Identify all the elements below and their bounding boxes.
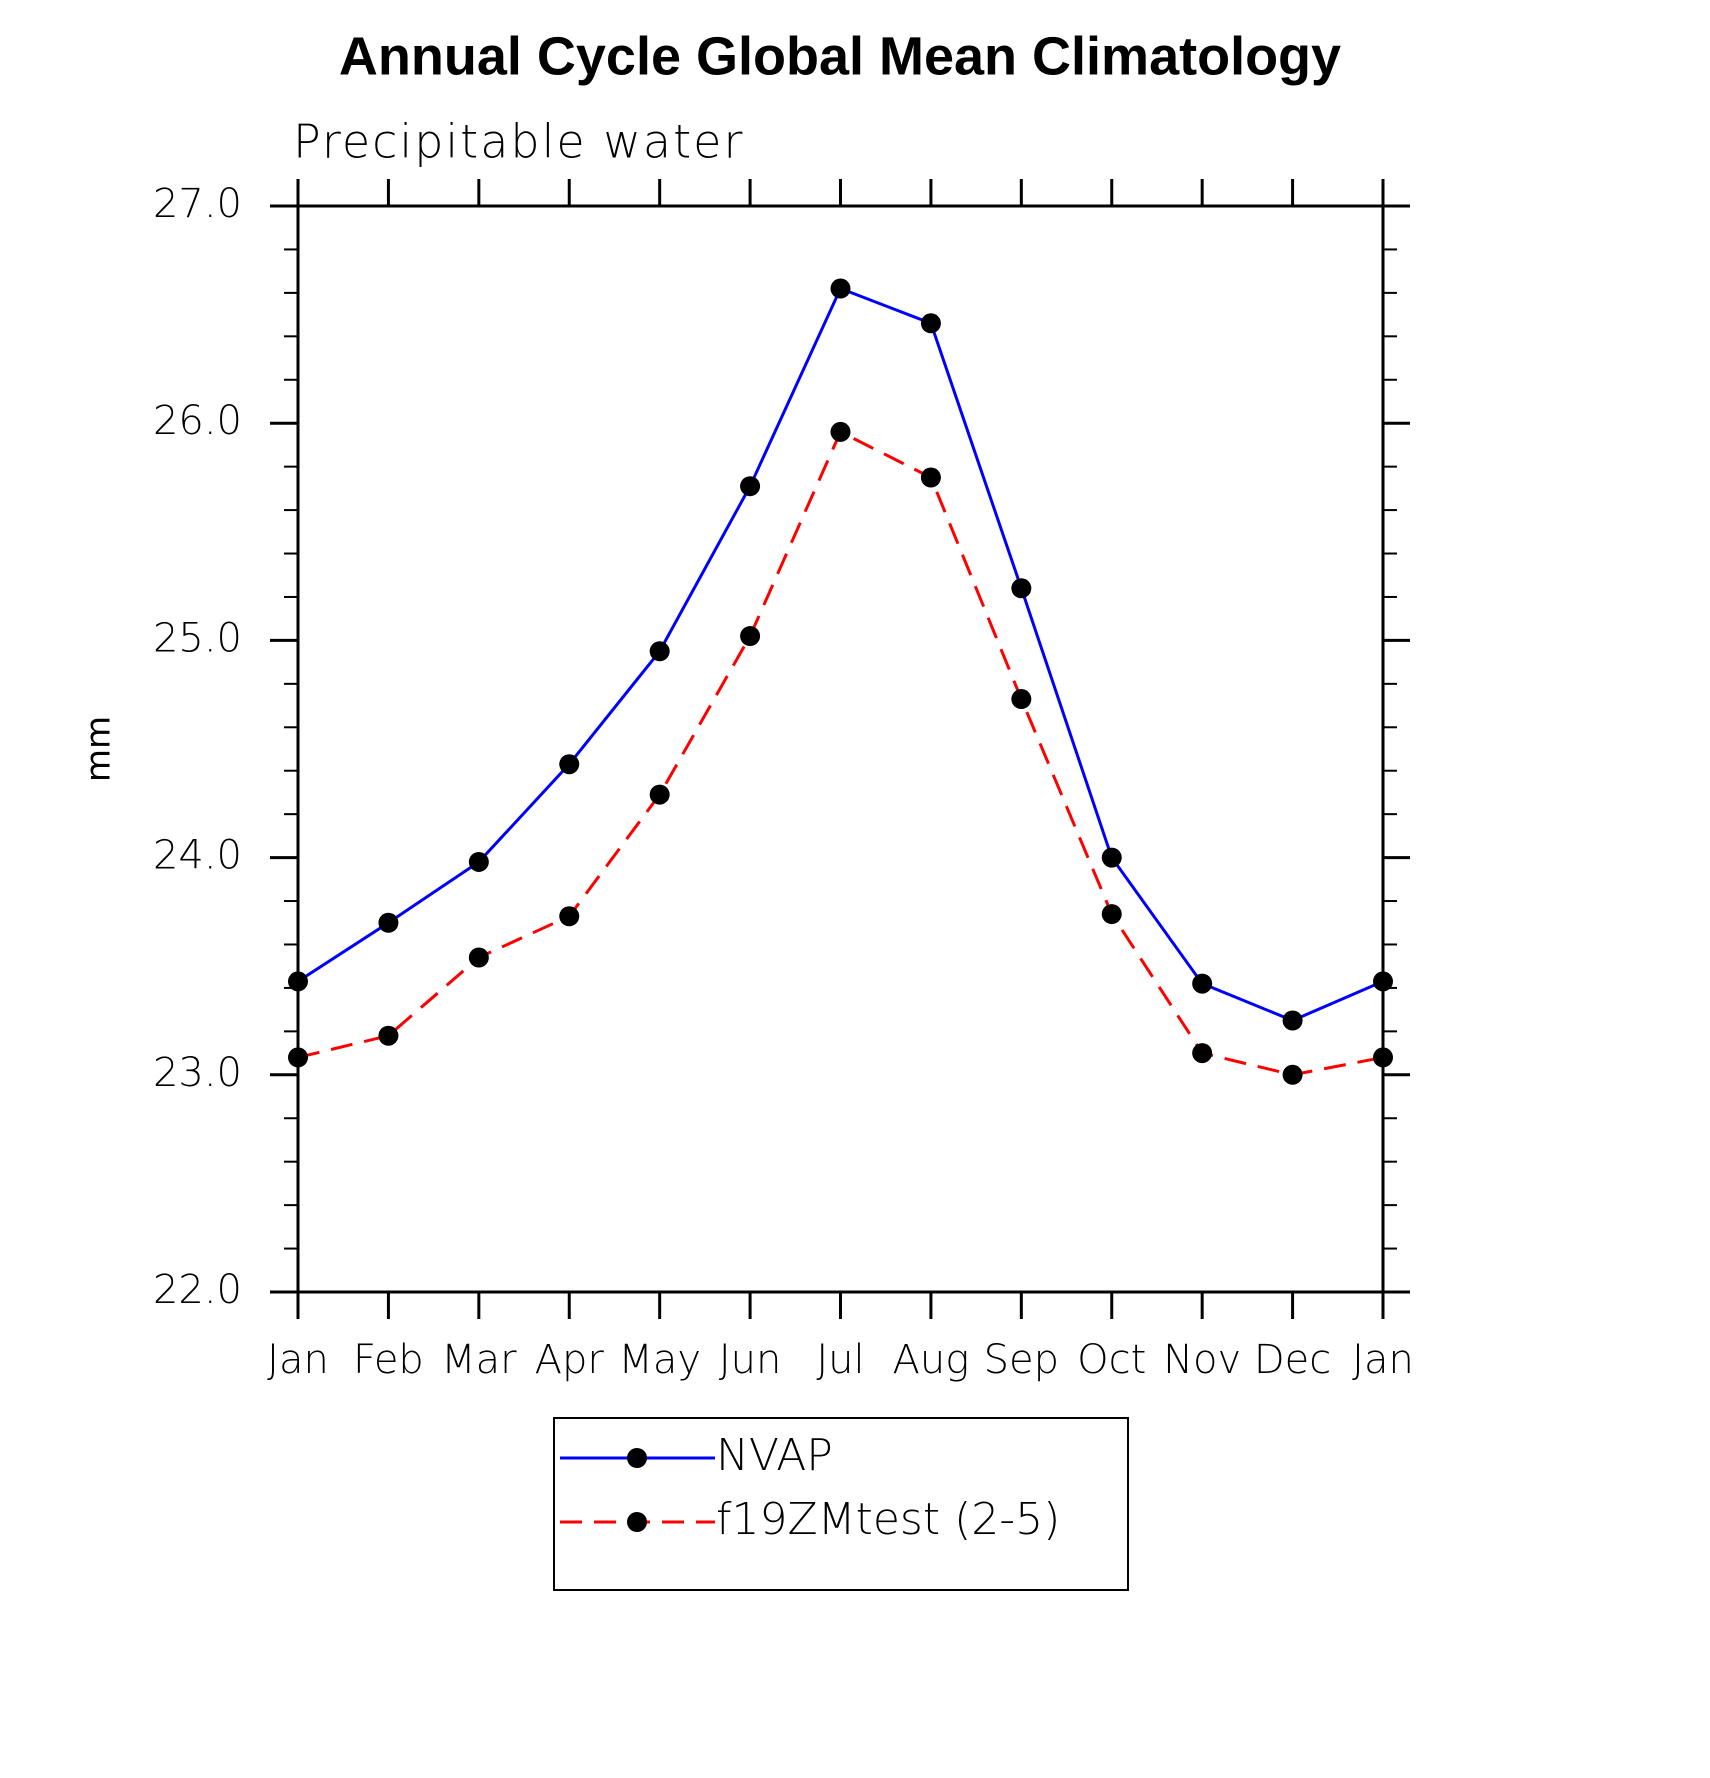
data-point	[288, 971, 308, 992]
legend-box	[553, 1417, 1129, 1591]
data-point	[1101, 847, 1122, 868]
data-point	[559, 754, 580, 775]
legend-label: NVAP	[716, 1430, 833, 1481]
data-point	[920, 313, 941, 334]
legend-label: f19ZMtest (2-5)	[716, 1494, 1060, 1545]
y-tick-label: 23.0	[153, 1050, 242, 1096]
data-point	[1101, 904, 1122, 925]
x-tick-label: Dec	[1254, 1337, 1331, 1383]
y-tick-label: 27.0	[153, 181, 242, 227]
data-point	[1282, 1064, 1303, 1085]
x-tick-label: Jul	[816, 1337, 864, 1383]
y-axis-label: mm	[79, 716, 119, 782]
data-point	[740, 476, 761, 497]
chart-subtitle: Precipitable water	[293, 115, 744, 169]
data-point	[649, 641, 670, 662]
data-point	[1192, 973, 1213, 994]
data-point	[1373, 1047, 1393, 1068]
data-point	[378, 1025, 399, 1046]
x-tick-label: Oct	[1077, 1337, 1146, 1383]
data-point	[740, 626, 761, 647]
y-tick-label: 25.0	[153, 615, 242, 661]
x-tick-label: May	[618, 1337, 701, 1383]
data-point	[830, 278, 851, 299]
x-tick-label: Jun	[719, 1337, 782, 1383]
data-point	[830, 421, 851, 442]
x-tick-label: Jan	[1352, 1337, 1414, 1383]
x-tick-label: Feb	[353, 1337, 424, 1383]
y-tick-label: 24.0	[153, 833, 242, 879]
x-tick-label: Nov	[1163, 1337, 1241, 1383]
y-tick-label: 26.0	[153, 398, 242, 444]
legend-marker	[627, 1448, 647, 1468]
data-point	[559, 906, 580, 927]
data-point	[468, 947, 489, 968]
x-tick-label: Apr	[535, 1337, 605, 1383]
data-point	[288, 1047, 308, 1068]
legend-marker	[627, 1512, 647, 1532]
data-point	[1011, 578, 1032, 599]
x-tick-label: Aug	[893, 1337, 970, 1383]
x-tick-label: Jan	[267, 1337, 329, 1383]
data-point	[1192, 1043, 1213, 1064]
data-point	[1373, 971, 1393, 992]
y-tick-label: 22.0	[153, 1267, 242, 1313]
data-point	[920, 467, 941, 488]
data-point	[649, 784, 670, 805]
chart-title: Annual Cycle Global Mean Climatology	[339, 26, 1341, 86]
data-point	[1282, 1010, 1303, 1031]
data-point	[468, 851, 489, 872]
x-tick-label: Mar	[441, 1337, 517, 1383]
data-point	[1011, 689, 1032, 710]
data-point	[378, 912, 399, 933]
x-tick-label: Sep	[984, 1337, 1059, 1383]
